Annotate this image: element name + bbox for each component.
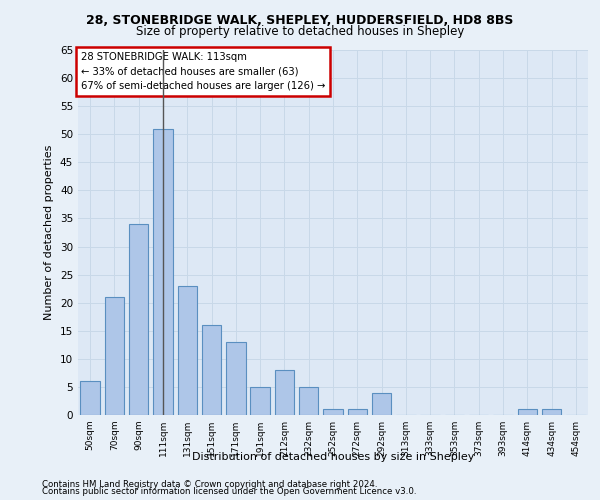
Bar xyxy=(347,410,367,415)
Bar xyxy=(226,342,245,415)
Bar xyxy=(275,370,294,415)
Bar xyxy=(542,410,561,415)
Bar xyxy=(105,297,124,415)
Bar xyxy=(323,410,343,415)
Text: 28, STONEBRIDGE WALK, SHEPLEY, HUDDERSFIELD, HD8 8BS: 28, STONEBRIDGE WALK, SHEPLEY, HUDDERSFI… xyxy=(86,14,514,27)
Bar xyxy=(518,410,537,415)
Text: Contains HM Land Registry data © Crown copyright and database right 2024.: Contains HM Land Registry data © Crown c… xyxy=(42,480,377,489)
Bar xyxy=(178,286,197,415)
Bar xyxy=(202,325,221,415)
Bar xyxy=(250,387,270,415)
Bar xyxy=(129,224,148,415)
Bar xyxy=(299,387,319,415)
Y-axis label: Number of detached properties: Number of detached properties xyxy=(44,145,55,320)
Bar xyxy=(80,382,100,415)
Text: Distribution of detached houses by size in Shepley: Distribution of detached houses by size … xyxy=(192,452,474,462)
Bar xyxy=(153,128,173,415)
Text: 28 STONEBRIDGE WALK: 113sqm
← 33% of detached houses are smaller (63)
67% of sem: 28 STONEBRIDGE WALK: 113sqm ← 33% of det… xyxy=(80,52,325,92)
Bar xyxy=(372,392,391,415)
Text: Contains public sector information licensed under the Open Government Licence v3: Contains public sector information licen… xyxy=(42,488,416,496)
Text: Size of property relative to detached houses in Shepley: Size of property relative to detached ho… xyxy=(136,25,464,38)
